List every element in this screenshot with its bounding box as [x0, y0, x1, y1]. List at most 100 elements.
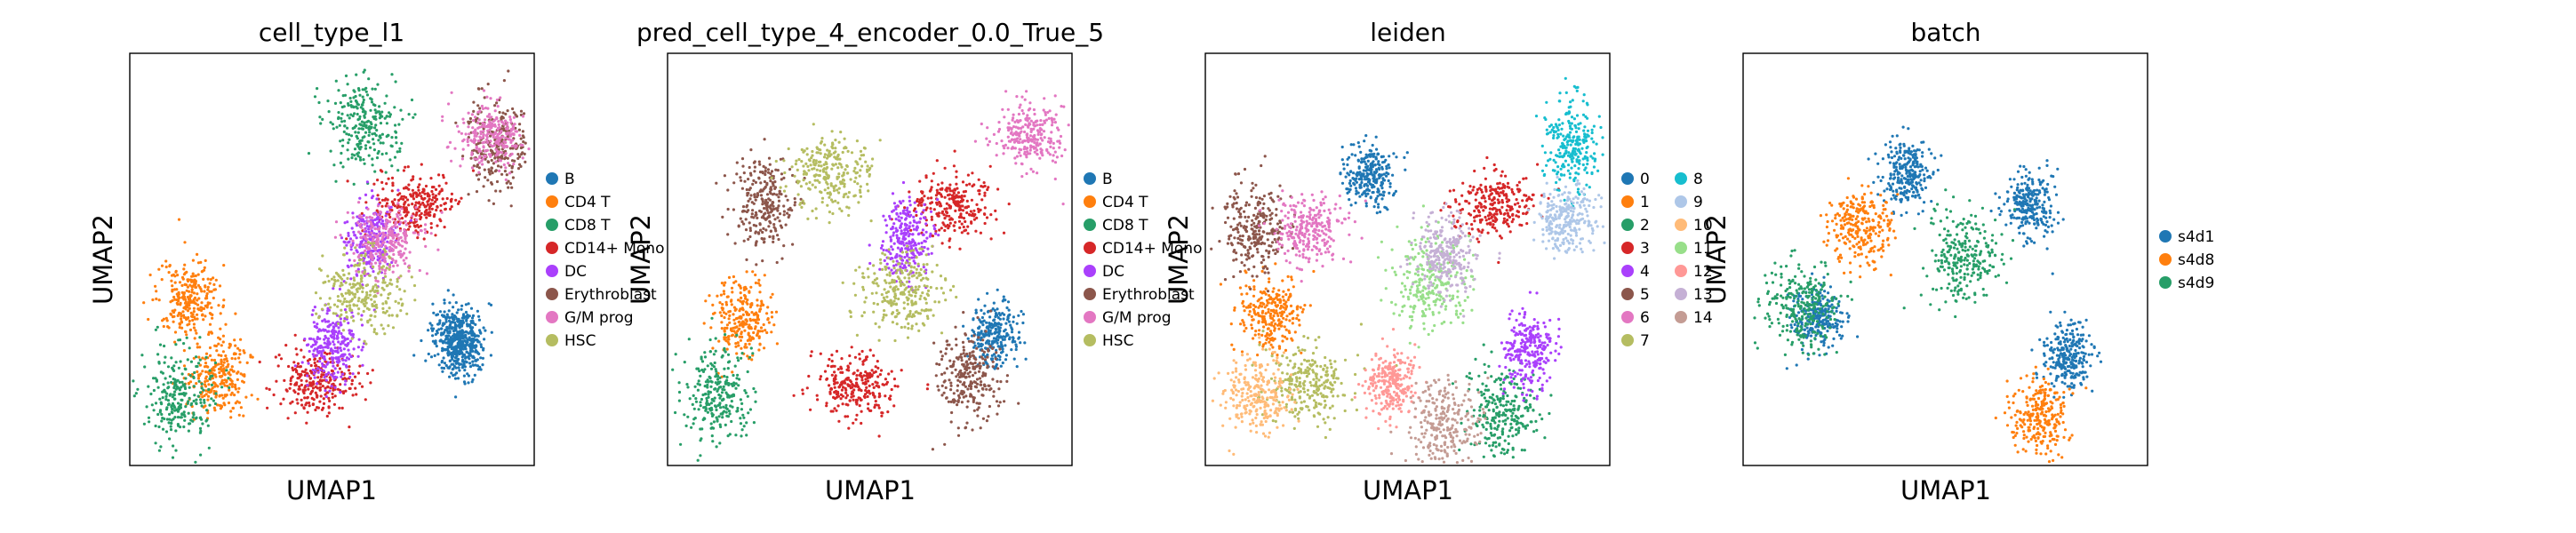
- data-point: [469, 306, 474, 310]
- data-point: [372, 212, 376, 216]
- data-point: [958, 208, 962, 211]
- data-point: [948, 183, 952, 187]
- data-point: [495, 98, 500, 102]
- data-point: [448, 352, 452, 355]
- data-point: [347, 322, 350, 325]
- data-point: [740, 330, 743, 334]
- data-point: [983, 304, 987, 307]
- data-point: [407, 203, 411, 207]
- data-point: [465, 319, 468, 322]
- data-point: [977, 298, 980, 301]
- data-point: [834, 374, 837, 378]
- data-point: [173, 330, 178, 334]
- data-point: [690, 426, 693, 429]
- data-point: [444, 317, 448, 322]
- data-point: [324, 358, 327, 362]
- data-point: [385, 94, 388, 98]
- data-point: [388, 241, 391, 244]
- data-point: [396, 314, 399, 318]
- data-point: [447, 334, 451, 338]
- data-point: [327, 325, 331, 329]
- data-point: [858, 387, 861, 391]
- data-point: [343, 297, 347, 301]
- data-point: [855, 378, 859, 381]
- data-point: [372, 234, 376, 237]
- data-point: [717, 339, 721, 343]
- data-point: [501, 115, 505, 119]
- data-point: [861, 362, 865, 366]
- data-point: [365, 260, 369, 264]
- data-point: [406, 227, 411, 231]
- data-point: [487, 120, 492, 123]
- data-point: [197, 297, 201, 300]
- data-point: [453, 325, 458, 329]
- data-point: [846, 415, 850, 418]
- data-point: [359, 277, 363, 281]
- data-point: [850, 346, 853, 349]
- data-point: [732, 330, 736, 333]
- data-point: [703, 393, 707, 396]
- data-point: [225, 378, 228, 383]
- data-point: [724, 312, 728, 315]
- data-point: [373, 170, 377, 173]
- data-point: [164, 398, 168, 402]
- data-point: [521, 130, 525, 133]
- data-point: [896, 385, 900, 388]
- data-point: [201, 370, 204, 373]
- data-point: [732, 373, 735, 378]
- data-point: [215, 349, 219, 353]
- data-point: [212, 358, 217, 362]
- data-point: [414, 206, 418, 210]
- data-point: [918, 201, 922, 205]
- data-point: [423, 211, 427, 214]
- data-point: [952, 191, 956, 195]
- data-point: [508, 131, 511, 135]
- data-point: [338, 287, 341, 291]
- data-point: [349, 277, 353, 281]
- data-point: [212, 282, 216, 286]
- data-point: [966, 225, 970, 228]
- data-point: [315, 363, 318, 368]
- data-point: [492, 119, 495, 123]
- data-point: [720, 314, 724, 318]
- data-point: [473, 157, 476, 161]
- data-point: [482, 185, 485, 188]
- data-point: [356, 131, 360, 134]
- data-point: [890, 370, 893, 373]
- data-point: [206, 394, 211, 398]
- data-point: [296, 402, 300, 405]
- data-point: [325, 362, 329, 366]
- data-point: [508, 115, 512, 119]
- data-point: [317, 100, 321, 105]
- data-point: [350, 378, 354, 382]
- data-point: [699, 374, 702, 378]
- data-point: [854, 418, 858, 421]
- data-point: [383, 257, 387, 260]
- data-point: [502, 163, 506, 167]
- data-point: [318, 297, 323, 300]
- data-point: [208, 371, 212, 375]
- data-point: [975, 203, 979, 206]
- data-point: [848, 399, 852, 402]
- data-point: [292, 361, 296, 364]
- data-point: [339, 299, 342, 303]
- data-point: [1017, 337, 1020, 340]
- data-point: [758, 283, 762, 287]
- data-point: [365, 225, 369, 228]
- data-point: [521, 134, 525, 138]
- data-point: [221, 350, 225, 354]
- data-point: [196, 292, 199, 296]
- data-point: [1014, 347, 1018, 352]
- data-point: [354, 246, 357, 250]
- data-point: [166, 381, 170, 385]
- data-point: [369, 121, 372, 124]
- data-point: [343, 221, 347, 225]
- data-point: [298, 375, 301, 378]
- data-point: [972, 346, 976, 349]
- data-point: [710, 411, 714, 416]
- data-point: [200, 301, 204, 305]
- data-point: [464, 330, 468, 334]
- data-point: [358, 382, 362, 386]
- data-point: [363, 121, 366, 124]
- data-point: [930, 179, 933, 183]
